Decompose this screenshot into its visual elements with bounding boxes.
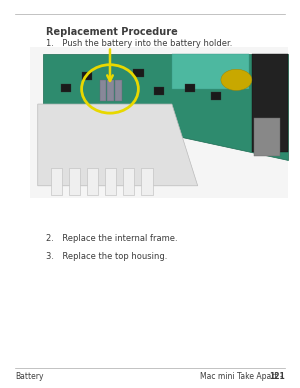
Bar [252, 54, 288, 152]
Text: 1. Push the battery into the battery holder.: 1. Push the battery into the battery hol… [46, 39, 233, 48]
Text: Replacement Procedure: Replacement Procedure [46, 27, 178, 37]
Bar [154, 87, 164, 95]
Bar [105, 168, 116, 195]
Bar [185, 85, 195, 92]
Bar [61, 85, 71, 92]
Bar [211, 92, 221, 99]
Text: 121: 121 [269, 372, 285, 381]
Bar [107, 80, 114, 101]
Bar [30, 47, 288, 198]
Polygon shape [38, 104, 198, 186]
Bar [51, 168, 62, 195]
Ellipse shape [221, 69, 252, 90]
Bar [87, 168, 98, 195]
Bar [100, 80, 106, 101]
Bar [133, 69, 143, 77]
Bar [254, 118, 280, 156]
Polygon shape [172, 54, 249, 89]
Bar [115, 80, 122, 101]
Text: Mac mini Take Apart -: Mac mini Take Apart - [200, 372, 285, 381]
Text: 2. Replace the internal frame.: 2. Replace the internal frame. [46, 234, 178, 242]
Bar [141, 168, 152, 195]
Bar [82, 72, 92, 80]
Text: 3. Replace the top housing.: 3. Replace the top housing. [46, 252, 168, 261]
Bar [123, 168, 134, 195]
Polygon shape [43, 54, 288, 160]
Text: Battery: Battery [15, 372, 44, 381]
Bar [69, 168, 80, 195]
